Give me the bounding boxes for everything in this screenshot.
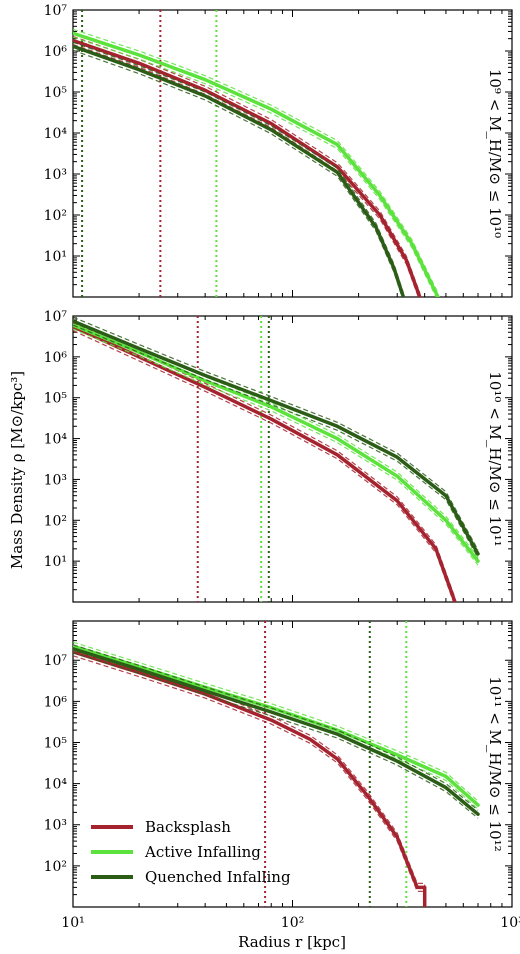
y-tick-label: 10¹ bbox=[44, 554, 67, 570]
series-band-upper-quenched-infalling bbox=[73, 316, 479, 551]
y-tick-label: 10⁷ bbox=[44, 653, 68, 669]
y-tick-label: 10² bbox=[44, 513, 67, 529]
y-tick-label: 10⁷ bbox=[44, 309, 68, 325]
legend: Backsplash Active Infalling Quenched Infal… bbox=[91, 818, 291, 886]
y-tick-label: 10⁶ bbox=[44, 694, 68, 710]
panels: 10¹ 10² 10³ 10⁴ 10⁵ 10⁶ 10⁷ 10⁹ < M_H/M⊙ ≤ 10¹⁰… bbox=[44, 3, 520, 931]
y-tick-label: 10⁴ bbox=[44, 432, 68, 448]
panel-label: 10¹⁰ < M_H/M⊙ ≤ 10¹¹ bbox=[486, 371, 504, 546]
series-line-quenched-infalling bbox=[73, 647, 480, 816]
series-line-backsplash bbox=[73, 650, 427, 907]
series-band-lower-active-infalling bbox=[73, 328, 479, 566]
panel-content bbox=[73, 316, 480, 602]
y-tick-label: 10² bbox=[44, 208, 67, 224]
y-tick-label: 10¹ bbox=[44, 249, 67, 265]
y-tick-label: 10⁴ bbox=[44, 126, 68, 142]
series-band-upper-quenched-infalling bbox=[73, 41, 404, 294]
series-band-lower-active-infalling bbox=[73, 36, 437, 297]
panel-2: 10¹ 10² 10³ 10⁴ 10⁵ 10⁶ 10⁷ 10¹⁰ < M_H/M⊙ ≤ 10¹… bbox=[44, 309, 513, 603]
panel-3: 10² 10³ 10⁴ 10⁵ 10⁶ 10⁷ 10¹ 10² 10³ 10¹¹ < M_H/M⊙… bbox=[44, 620, 520, 931]
y-tick-label: 10⁵ bbox=[44, 391, 68, 407]
series-band-lower-active-infalling bbox=[73, 649, 479, 810]
series-band-upper-backsplash bbox=[73, 35, 421, 294]
legend-label-backsplash: Backsplash bbox=[145, 818, 231, 836]
series-band-lower-backsplash bbox=[73, 43, 419, 297]
panel-content bbox=[73, 10, 440, 297]
series-band-lower-quenched-infalling bbox=[73, 652, 479, 819]
series-band-lower-backsplash bbox=[73, 330, 455, 602]
series-band-lower-quenched-infalling bbox=[73, 324, 479, 559]
legend-label-quenched-infalling: Quenched Infalling bbox=[145, 868, 291, 886]
series-band-upper-quenched-infalling bbox=[73, 644, 479, 811]
y-tick-label: 10⁵ bbox=[44, 85, 68, 101]
y-tick-label: 10³ bbox=[44, 818, 67, 834]
y-tick-label: 10³ bbox=[44, 167, 67, 183]
series-band-upper-backsplash bbox=[73, 647, 426, 903]
x-tick-label: 10³ bbox=[500, 915, 520, 931]
y-tick-label: 10⁶ bbox=[44, 350, 68, 366]
series-band-upper-active-infalling bbox=[73, 641, 479, 802]
y-tick-label: 10² bbox=[44, 859, 67, 875]
y-tick-label: 10⁴ bbox=[44, 777, 68, 793]
series-band-upper-backsplash bbox=[73, 322, 456, 599]
legend-label-active-infalling: Active Infalling bbox=[144, 843, 261, 861]
panel-1: 10¹ 10² 10³ 10⁴ 10⁵ 10⁶ 10⁷ 10⁹ < M_H/M⊙ ≤ 10¹⁰ bbox=[44, 3, 513, 298]
series-line-active-infalling bbox=[73, 31, 440, 297]
plot-frame bbox=[72, 315, 513, 603]
y-tick-label: 10⁵ bbox=[44, 735, 68, 751]
series-band-upper-active-infalling bbox=[73, 28, 439, 294]
plot-frame bbox=[72, 620, 513, 908]
series-line-quenched-infalling bbox=[73, 319, 480, 556]
series-band-lower-quenched-infalling bbox=[73, 49, 403, 297]
y-axis-label: Mass Density ρ [M⊙/kpc³] bbox=[8, 371, 26, 569]
panel-content bbox=[73, 621, 480, 907]
panel-label: 10¹¹ < M_H/M⊙ ≤ 10¹² bbox=[486, 676, 504, 851]
series-line-quenched-infalling bbox=[73, 44, 406, 297]
series-band-lower-backsplash bbox=[73, 655, 426, 907]
x-tick-label: 10¹ bbox=[61, 915, 84, 931]
y-tick-label: 10³ bbox=[44, 472, 67, 488]
y-tick-label: 10⁶ bbox=[44, 44, 68, 60]
plot-frame bbox=[72, 9, 513, 298]
x-tick-label: 10² bbox=[281, 915, 304, 931]
series-line-backsplash bbox=[73, 324, 457, 602]
series-line-backsplash bbox=[73, 38, 422, 297]
y-tick-label: 10⁷ bbox=[44, 3, 68, 19]
x-axis-label: Radius r [kpc] bbox=[238, 933, 346, 951]
panel-label: 10⁹ < M_H/M⊙ ≤ 10¹⁰ bbox=[486, 69, 504, 238]
